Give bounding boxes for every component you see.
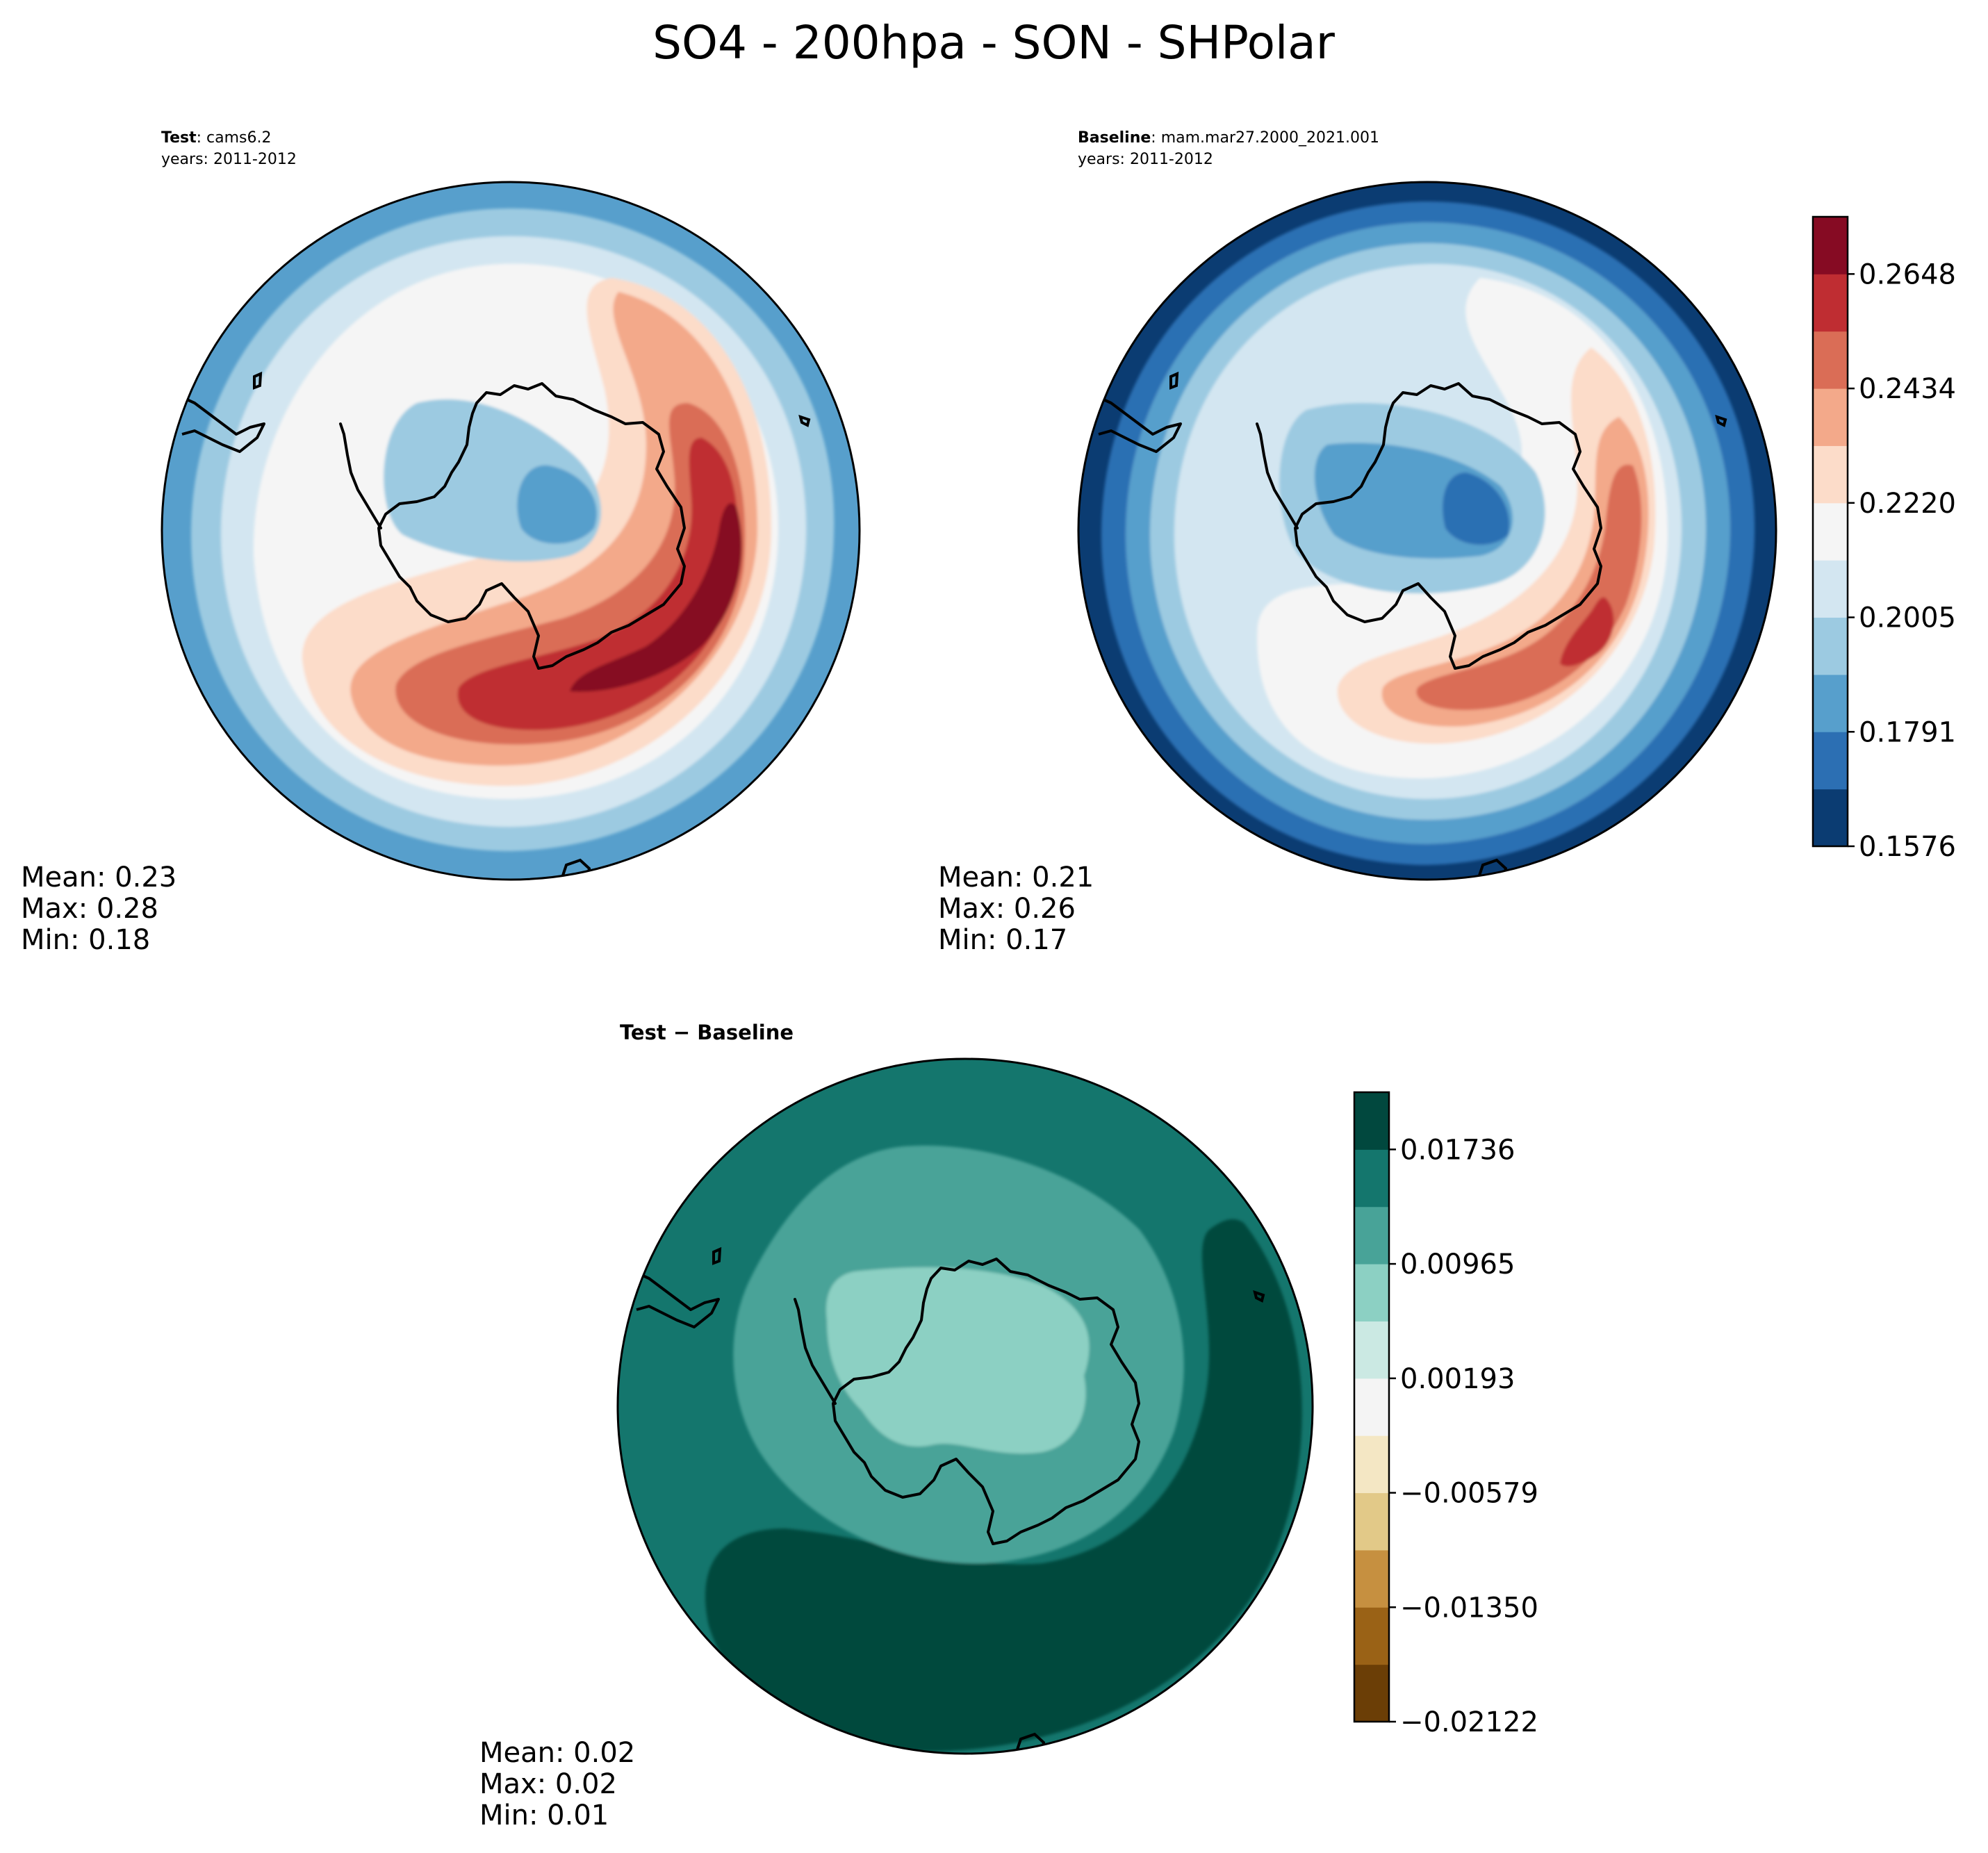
baseline-falklands-outline xyxy=(1169,371,1179,390)
difference-colorbar-tick-label: 0.00193 xyxy=(1400,1363,1515,1395)
baseline-colorbar-swatch-5 xyxy=(1813,502,1848,561)
baseline-colorbar-tick-label: 0.2434 xyxy=(1859,373,1956,405)
baseline-colorbar: 0.1576 0.1791 0.2005 0.2220 0.2434 0.2648 xyxy=(1812,215,1956,863)
difference-colorbar-swatch-8 xyxy=(1354,1206,1389,1265)
difference-min: Min: 0.01 xyxy=(479,1800,609,1831)
baseline-colorbar-tick-label: 0.2005 xyxy=(1859,602,1956,634)
baseline-colorbar-tick-label: 0.1576 xyxy=(1859,831,1956,863)
test-label: Test: cams6.2 xyxy=(161,129,272,147)
test-south-america-outline xyxy=(179,395,265,453)
difference-mean: Mean: 0.02 xyxy=(479,1737,635,1769)
difference-map-boundary xyxy=(616,1057,1314,1755)
difference-band-high xyxy=(705,1219,1302,1752)
baseline-panel: Baseline: mam.mar27.2000_2021.001 years:… xyxy=(938,129,1956,956)
baseline-colorbar-swatch-3 xyxy=(1813,617,1848,675)
baseline-colorbar-outline xyxy=(1812,215,1849,848)
baseline-antarctica-outline xyxy=(1294,382,1602,670)
difference-falklands-outline xyxy=(712,1246,722,1265)
difference-colorbar-swatch-9 xyxy=(1354,1149,1389,1208)
difference-colorbar-tick-label: −0.00579 xyxy=(1400,1478,1538,1510)
difference-map xyxy=(618,1059,1313,1754)
difference-colorbar-swatch-7 xyxy=(1354,1264,1389,1321)
difference-colorbar: −0.02122 −0.01350 −0.00579 0.00193 0.00965 0.… xyxy=(1353,1091,1538,1738)
difference-colorbar-tick-label: 0.00965 xyxy=(1400,1249,1515,1280)
test-years: years: 2011-2012 xyxy=(161,151,297,168)
test-low-core xyxy=(517,465,597,544)
baseline-label: Baseline: mam.mar27.2000_2021.001 xyxy=(1078,129,1379,147)
test-peninsula-outline xyxy=(339,422,382,529)
difference-south-america-outline xyxy=(633,1270,720,1328)
baseline-colorbar-swatch-4 xyxy=(1813,560,1848,618)
test-label-rest: : cams6.2 xyxy=(197,129,272,147)
baseline-max: Max: 0.26 xyxy=(938,893,1076,925)
difference-colorbar-tick-label: −0.02122 xyxy=(1400,1706,1538,1738)
test-label-bold: Test xyxy=(161,129,197,147)
difference-colorbar-swatch-2 xyxy=(1354,1549,1389,1608)
baseline-low-core xyxy=(1443,472,1509,545)
test-map xyxy=(162,182,860,880)
baseline-colorbar-swatch-10 xyxy=(1813,217,1848,274)
difference-colorbar-tick-label: 0.01736 xyxy=(1400,1134,1515,1166)
difference-colorbar-swatch-10 xyxy=(1354,1092,1389,1150)
baseline-years: years: 2011-2012 xyxy=(1078,151,1213,168)
test-falklands-outline xyxy=(253,371,263,390)
test-island-outline xyxy=(798,414,811,427)
baseline-label-bold: Baseline xyxy=(1078,129,1151,147)
test-mean: Mean: 0.23 xyxy=(21,862,176,893)
baseline-colorbar-tick-label: 0.2648 xyxy=(1859,258,1956,290)
difference-band-low xyxy=(826,1267,1090,1454)
baseline-colorbar-swatch-2 xyxy=(1813,674,1848,732)
difference-colorbar-swatch-5 xyxy=(1354,1378,1389,1436)
baseline-map-boundary xyxy=(1077,181,1777,881)
difference-colorbar-swatch-4 xyxy=(1354,1435,1389,1494)
baseline-band-10 xyxy=(1560,597,1614,667)
baseline-mean: Mean: 0.21 xyxy=(938,862,1094,893)
difference-colorbar-swatch-0 xyxy=(1354,1664,1389,1722)
baseline-colorbar-swatch-9 xyxy=(1813,274,1848,332)
test-min: Min: 0.18 xyxy=(21,924,150,956)
baseline-colorbar-swatch-6 xyxy=(1813,445,1848,504)
test-band-9 xyxy=(570,503,742,692)
difference-band-edge xyxy=(695,1063,785,1112)
difference-colorbar-swatch-1 xyxy=(1354,1607,1389,1665)
test-panel: Test: cams6.2 years: 2011-2012 xyxy=(21,129,861,956)
difference-colorbar-tick-label: −0.01350 xyxy=(1400,1592,1538,1624)
baseline-south-america-outline xyxy=(1095,395,1182,453)
difference-max: Max: 0.02 xyxy=(479,1768,617,1800)
difference-colorbar-swatch-6 xyxy=(1354,1321,1389,1379)
difference-title: Test − Baseline xyxy=(620,1021,794,1044)
difference-antarctica-outline xyxy=(832,1258,1140,1545)
difference-peninsula-outline xyxy=(794,1298,837,1405)
baseline-colorbar-swatch-0 xyxy=(1813,789,1848,847)
test-map-boundary xyxy=(161,181,861,881)
difference-island-outline xyxy=(1253,1290,1265,1303)
baseline-colorbar-swatch-7 xyxy=(1813,388,1848,446)
difference-colorbar-swatch-3 xyxy=(1354,1492,1389,1551)
difference-colorbar-outline xyxy=(1353,1091,1390,1723)
baseline-map xyxy=(1078,182,1776,880)
baseline-island-outline xyxy=(1715,414,1727,427)
difference-panel: Test − Baseline Mean: 0.02 Max: 0.02 Min… xyxy=(479,1021,1538,1831)
baseline-peninsula-outline xyxy=(1256,422,1299,529)
test-max: Max: 0.28 xyxy=(21,893,158,925)
baseline-colorbar-tick-label: 0.2220 xyxy=(1859,488,1956,520)
baseline-min: Min: 0.17 xyxy=(938,924,1067,956)
baseline-colorbar-swatch-8 xyxy=(1813,331,1848,389)
test-antarctica-outline xyxy=(377,382,686,670)
baseline-colorbar-tick-label: 0.1791 xyxy=(1859,716,1956,748)
baseline-colorbar-swatch-1 xyxy=(1813,732,1848,790)
figure-title: SO4 - 200hpa - SON - SHPolar xyxy=(652,16,1336,69)
baseline-label-rest: : mam.mar27.2000_2021.001 xyxy=(1151,129,1379,147)
